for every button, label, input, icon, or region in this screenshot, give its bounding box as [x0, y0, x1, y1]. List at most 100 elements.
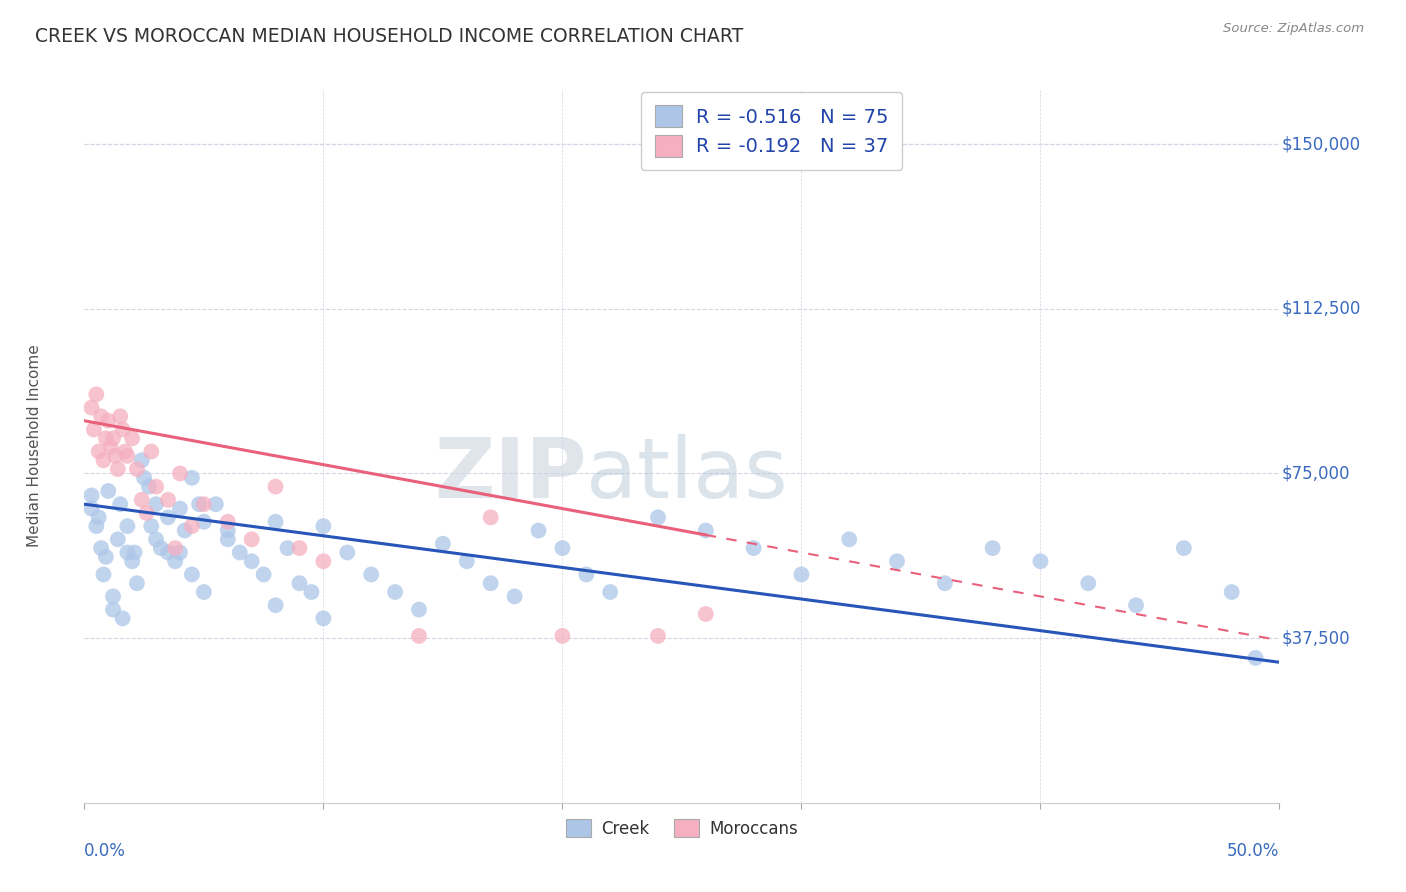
Point — [131, 453, 153, 467]
Point — [742, 541, 765, 555]
Point — [188, 497, 211, 511]
Text: Source: ZipAtlas.com: Source: ZipAtlas.com — [1223, 22, 1364, 36]
Point — [94, 431, 117, 445]
Text: ZIP: ZIP — [434, 434, 586, 515]
Point — [157, 492, 180, 507]
Point — [145, 533, 167, 547]
Point — [97, 483, 120, 498]
Point — [165, 541, 187, 555]
Point — [1029, 554, 1052, 568]
Point — [132, 471, 156, 485]
Text: Median Household Income: Median Household Income — [27, 344, 42, 548]
Point — [647, 510, 669, 524]
Point — [141, 444, 163, 458]
Point — [456, 554, 478, 568]
Point — [135, 506, 157, 520]
Point — [193, 497, 215, 511]
Point — [117, 545, 139, 559]
Point — [111, 611, 134, 625]
Point — [229, 545, 252, 559]
Point — [981, 541, 1004, 555]
Point — [838, 533, 860, 547]
Point — [110, 497, 132, 511]
Point — [264, 515, 287, 529]
Point — [107, 462, 129, 476]
Point — [93, 453, 115, 467]
Point — [193, 515, 215, 529]
Point — [432, 537, 454, 551]
Point — [121, 431, 143, 445]
Text: $75,000: $75,000 — [1282, 465, 1350, 483]
Point — [86, 519, 108, 533]
Point — [336, 545, 359, 559]
Point — [264, 598, 287, 612]
Point — [169, 501, 191, 516]
Point — [124, 545, 146, 559]
Point — [886, 554, 908, 568]
Point — [90, 409, 112, 424]
Point — [253, 567, 276, 582]
Point — [111, 423, 134, 437]
Point — [117, 519, 139, 533]
Point — [157, 545, 180, 559]
Point — [114, 444, 136, 458]
Point — [117, 449, 139, 463]
Text: $112,500: $112,500 — [1282, 300, 1361, 318]
Point — [181, 471, 204, 485]
Point — [193, 585, 215, 599]
Point — [1125, 598, 1147, 612]
Text: atlas: atlas — [586, 434, 787, 515]
Point — [384, 585, 406, 599]
Point — [312, 554, 335, 568]
Point — [551, 541, 574, 555]
Point — [1173, 541, 1195, 555]
Point — [288, 541, 311, 555]
Point — [181, 567, 204, 582]
Point — [240, 533, 263, 547]
Text: 50.0%: 50.0% — [1227, 842, 1279, 860]
Point — [87, 510, 110, 524]
Point — [408, 629, 430, 643]
Point — [86, 387, 108, 401]
Text: 0.0%: 0.0% — [84, 842, 127, 860]
Point — [94, 549, 117, 564]
Point — [479, 576, 502, 591]
Point — [695, 607, 717, 621]
Point — [101, 590, 124, 604]
Point — [145, 497, 167, 511]
Point — [312, 611, 335, 625]
Point — [110, 409, 132, 424]
Point — [575, 567, 598, 582]
Point — [165, 554, 187, 568]
Point — [301, 585, 323, 599]
Point — [97, 414, 120, 428]
Point — [125, 462, 148, 476]
Point — [107, 533, 129, 547]
Point — [173, 524, 195, 538]
Point — [100, 440, 122, 454]
Point — [288, 576, 311, 591]
Point — [93, 567, 115, 582]
Point — [181, 519, 204, 533]
Point — [790, 567, 813, 582]
Point — [1077, 576, 1099, 591]
Point — [312, 519, 335, 533]
Point — [80, 401, 103, 415]
Point — [360, 567, 382, 582]
Point — [1244, 651, 1267, 665]
Point — [125, 576, 148, 591]
Point — [145, 480, 167, 494]
Point — [1220, 585, 1243, 599]
Point — [87, 444, 110, 458]
Point — [934, 576, 956, 591]
Point — [264, 480, 287, 494]
Point — [551, 629, 574, 643]
Text: $37,500: $37,500 — [1282, 629, 1351, 647]
Point — [479, 510, 502, 524]
Text: CREEK VS MOROCCAN MEDIAN HOUSEHOLD INCOME CORRELATION CHART: CREEK VS MOROCCAN MEDIAN HOUSEHOLD INCOM… — [35, 27, 744, 45]
Point — [527, 524, 550, 538]
Legend: Creek, Moroccans: Creek, Moroccans — [560, 813, 804, 845]
Point — [205, 497, 228, 511]
Point — [217, 515, 239, 529]
Point — [149, 541, 172, 555]
